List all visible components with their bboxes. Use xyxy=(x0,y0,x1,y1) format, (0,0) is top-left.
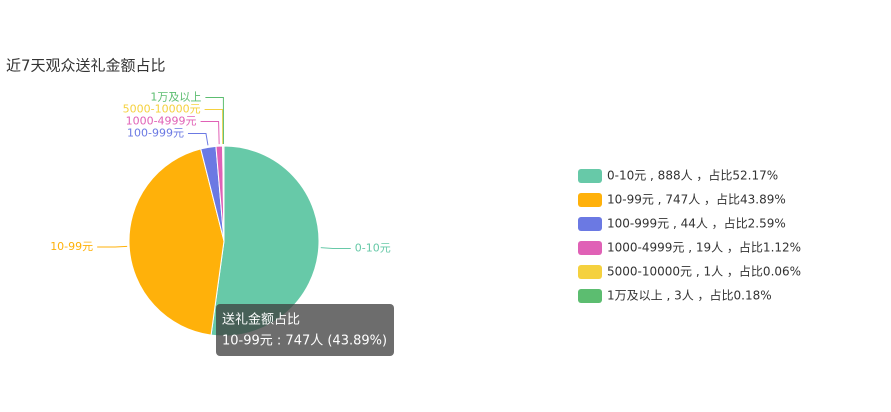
legend-swatch xyxy=(578,217,602,231)
slice-label: 1000-4999元 xyxy=(126,115,197,128)
label-line xyxy=(320,247,351,249)
label-line xyxy=(187,133,209,146)
slice-label: 1万及以上 xyxy=(150,91,201,104)
legend-swatch xyxy=(578,241,602,255)
pie-slice xyxy=(222,145,225,242)
legend-swatch xyxy=(578,193,602,207)
label-line xyxy=(204,109,224,145)
label-line xyxy=(97,245,128,248)
legend-label: 100-999元 , 44人 ，占比2.59% xyxy=(607,216,786,231)
legend-label: 10-99元 , 747人 ，占比43.89% xyxy=(607,192,786,207)
tooltip-text: 10-99元 : 747人 (43.89%) xyxy=(222,334,387,349)
tooltip-box xyxy=(216,304,394,356)
legend-swatch xyxy=(578,265,602,279)
legend-label: 5000-10000元 , 1人 ，占比0.06% xyxy=(607,264,801,279)
chart-title: 近7天观众送礼金额占比 xyxy=(6,57,166,75)
legend-label: 1万及以上 , 3人 ，占比0.18% xyxy=(607,288,772,303)
pie-slice xyxy=(128,148,225,336)
slice-label: 0-10元 xyxy=(355,241,391,254)
legend-label: 1000-4999元 , 19人 ，占比1.12% xyxy=(607,240,801,255)
slice-label: 5000-10000元 xyxy=(123,103,201,116)
legend-swatch xyxy=(578,169,602,183)
tooltip-title: 送礼金额占比 xyxy=(222,312,300,328)
label-line xyxy=(205,97,224,145)
legend-label: 0-10元 , 888人 ，占比52.17% xyxy=(607,168,778,183)
slice-label: 10-99元 xyxy=(50,240,93,253)
legend-swatch xyxy=(578,289,602,303)
slice-label: 100-999元 xyxy=(127,127,184,140)
label-line xyxy=(200,121,220,145)
